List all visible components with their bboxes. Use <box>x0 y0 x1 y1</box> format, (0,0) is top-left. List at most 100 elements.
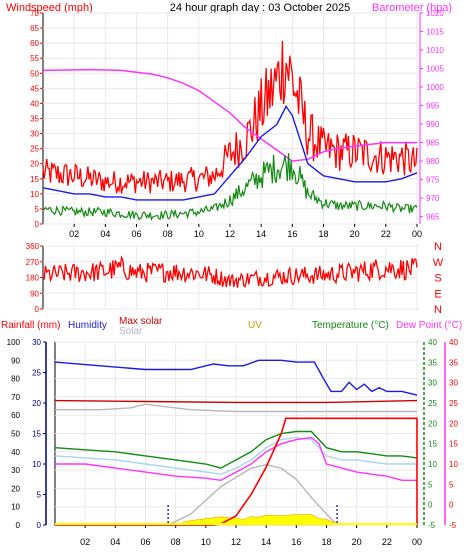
rain-tick: 15 <box>32 430 41 439</box>
windspeed-tick: 20 <box>30 160 39 169</box>
direction-tick: 90 <box>30 289 39 298</box>
windspeed-axis-label: Windspeed (mph) <box>6 2 93 14</box>
temperature-tick: 35 <box>428 358 437 367</box>
dew-point-tick: 35 <box>449 358 458 367</box>
wind-x-tick-label: 14 <box>256 229 266 239</box>
series-direction <box>42 255 418 289</box>
wind-x-tick-label: 22 <box>381 229 391 239</box>
humidity-tick: 30 <box>11 466 20 475</box>
windspeed-tick: 35 <box>30 115 39 124</box>
humidity-tick: 0 <box>16 521 21 530</box>
windspeed-tick: 15 <box>30 175 39 184</box>
humidity-tick: 60 <box>11 411 20 420</box>
barometer-tick: 1010 <box>426 46 444 55</box>
windspeed-tick: 5 <box>35 205 40 214</box>
barometer-tick: 975 <box>426 176 440 185</box>
direction-tick: 0 <box>35 305 40 314</box>
compass-label: S <box>434 273 441 285</box>
rain-tick: 20 <box>32 399 41 408</box>
wind-x-tick-label: 12 <box>225 229 235 239</box>
direction-tick: 180 <box>26 274 40 283</box>
barometer-tick: 985 <box>426 139 440 148</box>
humidity-tick: 90 <box>11 356 20 365</box>
barometer-axis-label: Barometer (hpa) <box>372 2 452 14</box>
direction-tick: 360 <box>26 242 40 251</box>
dew-point-tick: 0 <box>449 501 454 510</box>
dew-point-tick: 10 <box>449 460 458 469</box>
barometer-tick: 995 <box>426 102 440 111</box>
windspeed-tick: 45 <box>30 84 39 93</box>
temperature-tick: 0 <box>428 501 433 510</box>
barometer-tick: 970 <box>426 194 440 203</box>
rain-tick: 10 <box>32 460 41 469</box>
weather-x-tick-label: 04 <box>110 537 120 547</box>
barometer-tick: 965 <box>426 213 440 222</box>
dew-point-tick: 30 <box>449 379 458 388</box>
wind-x-tick-label: 20 <box>350 229 360 239</box>
barometer-tick: 990 <box>426 120 440 129</box>
direction-tick: 270 <box>26 258 40 267</box>
series-dew-point <box>55 436 417 482</box>
weather-x-tick-label: 02 <box>80 537 90 547</box>
dew-point-tick: 5 <box>449 480 454 489</box>
weather-x-tick-label: 00 <box>412 537 422 547</box>
series-max-gust <box>42 40 418 194</box>
barometer-tick: 1005 <box>426 65 444 74</box>
rain-tick: 30 <box>32 338 41 347</box>
dew-point-tick: 25 <box>449 399 458 408</box>
weather-x-tick-label: 12 <box>231 537 241 547</box>
weather-x-tick-label: 10 <box>201 537 211 547</box>
compass-label: N <box>434 241 442 253</box>
series-uv <box>182 514 335 526</box>
series-solar <box>55 403 417 413</box>
humidity-tick: 80 <box>11 375 20 384</box>
temperature-tick: 20 <box>428 419 437 428</box>
windspeed-tick: 55 <box>30 54 39 63</box>
humidity-label: Humidity <box>68 320 107 331</box>
weather-x-tick-label: 16 <box>291 537 301 547</box>
temperature-tick: 15 <box>428 440 437 449</box>
compass-label: W <box>433 257 444 269</box>
series-max-solar <box>54 399 418 404</box>
barometer-tick: 1020 <box>426 9 444 18</box>
chart-title: 24 hour graph day : 03 October 2025 <box>170 2 350 14</box>
series-wind <box>42 153 418 222</box>
wind-x-tick-label: 08 <box>163 229 173 239</box>
humidity-tick: 50 <box>11 430 20 439</box>
humidity-tick: 40 <box>11 448 20 457</box>
wind-x-tick-label: 10 <box>194 229 204 239</box>
barometer-tick: 1015 <box>426 28 444 37</box>
max-solar-label: Max solar <box>119 316 163 327</box>
humidity-tick: 10 <box>11 503 20 512</box>
wind-x-tick-label: 02 <box>69 229 79 239</box>
windspeed-tick: 60 <box>30 39 39 48</box>
compass-label: E <box>434 288 441 300</box>
weather-x-tick-label: 22 <box>382 537 392 547</box>
windspeed-tick: 70 <box>30 9 39 18</box>
weather-x-tick-label: 18 <box>321 537 331 547</box>
solar-label: Solar <box>119 326 143 337</box>
windspeed-tick: 65 <box>30 24 39 33</box>
weather-x-tick-label: 14 <box>261 537 271 547</box>
dew-point-tick: 15 <box>449 440 458 449</box>
windspeed-tick: 50 <box>30 69 39 78</box>
series-pale-humidity <box>54 436 417 475</box>
wind-x-tick-label: 00 <box>412 229 422 239</box>
wind-x-tick-label: 18 <box>318 229 328 239</box>
compass-label: N <box>434 304 442 316</box>
humidity-tick: 100 <box>7 338 21 347</box>
wind-x-tick-label: 04 <box>100 229 110 239</box>
rain-tick: 0 <box>37 521 42 530</box>
windspeed-tick: 40 <box>30 99 39 108</box>
rain-tick: 5 <box>37 491 42 500</box>
rain-tick: 25 <box>32 369 41 378</box>
wind-x-tick-label: 06 <box>131 229 141 239</box>
dew-point-tick: -5 <box>449 521 457 530</box>
barometer-tick: 1000 <box>426 83 444 92</box>
windspeed-tick: 0 <box>35 220 40 229</box>
temperature-label: Temperature (°C) <box>312 320 389 331</box>
barometer-tick: 980 <box>426 157 440 166</box>
windspeed-tick: 10 <box>30 190 39 199</box>
dew-point-tick: 20 <box>449 419 458 428</box>
